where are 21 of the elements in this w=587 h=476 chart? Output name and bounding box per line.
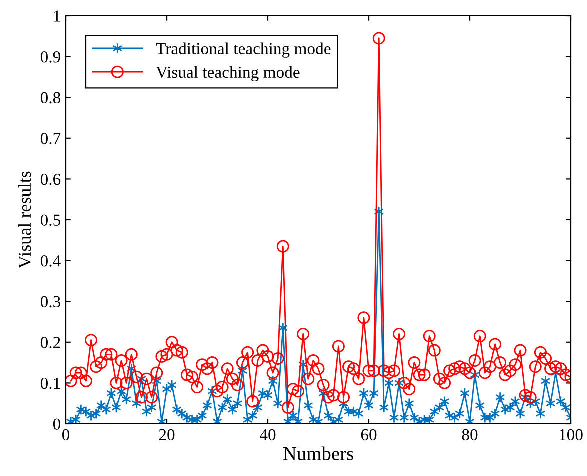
x-tick-label: 20 — [159, 429, 175, 441]
x-tick-label: 0 — [62, 429, 70, 441]
y-tick-label: 1 — [54, 10, 60, 22]
x-axis-title: Numbers — [283, 446, 354, 460]
x-tick-label: 80 — [462, 429, 478, 441]
legend-label: Traditional teaching mode — [156, 42, 331, 58]
legend-label: Visual teaching mode — [156, 66, 300, 82]
x-tick-label: 40 — [260, 429, 276, 441]
y-tick-label: 0.6 — [40, 174, 61, 186]
y-tick-label: 0.7 — [40, 133, 61, 144]
y-tick-label: 0.3 — [40, 296, 60, 308]
y-tick-label: 0.1 — [40, 378, 60, 390]
y-tick-label: 0.4 — [40, 256, 61, 267]
y-tick-label: 0.9 — [40, 52, 60, 63]
y-tick-label: 0 — [53, 418, 61, 430]
y-tick-label: 0.8 — [40, 92, 61, 104]
y-tick-label: 0.2 — [40, 337, 60, 348]
x-tick-label: 60 — [361, 429, 377, 441]
x-tick-label: 100 — [560, 429, 583, 441]
y-axis-title: Visual results — [18, 172, 32, 269]
y-tick-label: 0.5 — [40, 214, 60, 226]
